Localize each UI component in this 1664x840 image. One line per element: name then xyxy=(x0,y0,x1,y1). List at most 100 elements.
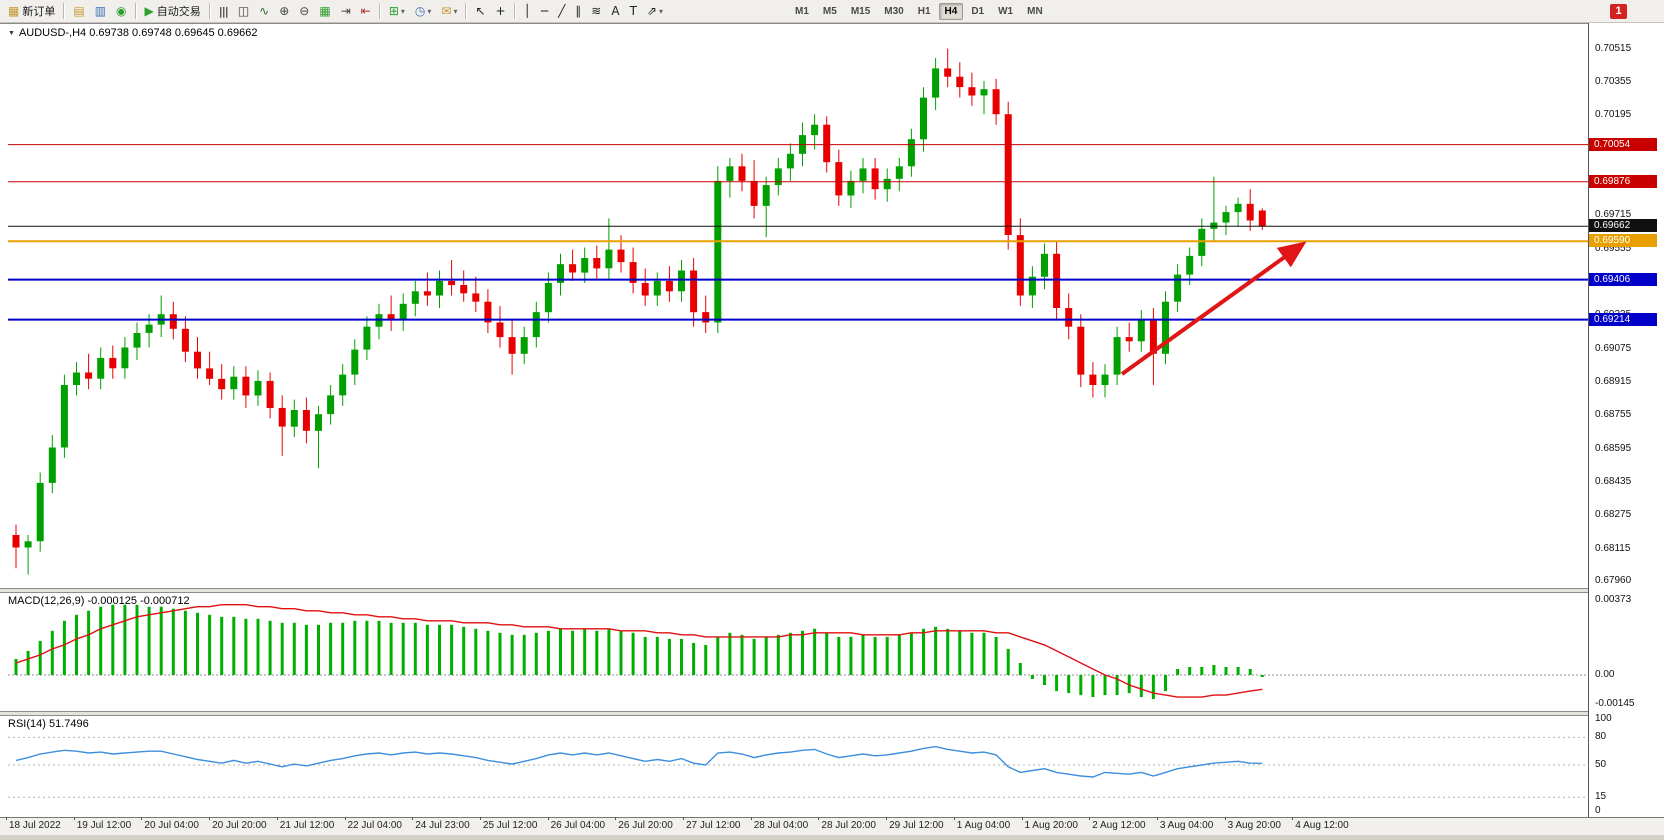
price-level-tag: 0.70054 xyxy=(1589,137,1657,151)
auto-scroll-icon: ⇥ xyxy=(340,3,351,18)
dropdown-arrow-icon: ▾ xyxy=(453,6,458,16)
timeframe-m15-button[interactable]: M15 xyxy=(850,5,871,17)
time-tick-mark xyxy=(953,817,955,820)
dropdown-arrow-icon: ▾ xyxy=(427,6,432,16)
channel-icon: ∥ xyxy=(575,3,582,18)
timeframe-group: M1 M5 M15 M30 H1 H4 D1 W1 MN xyxy=(788,2,1050,20)
time-axis-strip[interactable] xyxy=(0,817,1664,835)
time-tick-mark xyxy=(479,817,481,820)
horizontal-line-icon: ─ xyxy=(540,3,549,18)
price-tick-label: 0.68915 xyxy=(1595,375,1632,387)
candlestick-chart-button[interactable]: ◫ xyxy=(234,1,253,22)
arrows-button[interactable]: ⇗ ▾ xyxy=(643,1,667,22)
fibonacci-button[interactable]: ≋ xyxy=(587,1,605,22)
notification-badge[interactable]: 1 xyxy=(1610,3,1627,19)
horizontal-line-button[interactable]: ─ xyxy=(537,1,552,22)
price-tick-label: 0.68115 xyxy=(1595,542,1631,554)
time-axis-label: 1 Aug 04:00 xyxy=(956,820,1011,831)
new-order-button-label: 新订单 xyxy=(22,6,56,18)
chart-shift-button[interactable]: ⇤ xyxy=(357,1,375,22)
auto-scroll-button[interactable]: ⇥ xyxy=(337,1,355,22)
text-label-icon: T xyxy=(629,3,637,18)
trendline-button[interactable]: ╱ xyxy=(554,1,569,22)
symbol-ohlc-text: AUDUSD-,H4 0.69738 0.69748 0.69645 0.696… xyxy=(18,27,258,39)
trendline-icon: ╱ xyxy=(558,3,566,18)
timeframe-m1-button[interactable]: M1 xyxy=(795,5,809,17)
chart-window[interactable] xyxy=(0,23,1664,835)
panel-separator-macd[interactable] xyxy=(0,588,1664,593)
indicators-button[interactable]: ⊞ ▾ xyxy=(385,1,409,22)
timeframe-d1-button[interactable]: D1 xyxy=(971,5,985,17)
price-tick-label: 0.68755 xyxy=(1595,409,1632,421)
time-axis-label: 26 Jul 20:00 xyxy=(618,820,673,831)
time-axis-label: 25 Jul 12:00 xyxy=(482,820,538,831)
price-tick-label: 0.68595 xyxy=(1595,442,1632,454)
time-axis-label: 20 Jul 04:00 xyxy=(144,820,199,831)
timeframe-mn-button[interactable]: MN xyxy=(1027,5,1043,17)
zoom-in-button[interactable]: ⊕ xyxy=(275,1,293,22)
time-tick-mark xyxy=(1292,817,1294,820)
bar-chart-button[interactable]: ||| xyxy=(215,1,232,22)
time-axis-label: 2 Aug 12:00 xyxy=(1092,820,1146,831)
zoom-out-button[interactable]: ⊖ xyxy=(295,1,313,22)
toolbar-separator xyxy=(378,3,381,19)
candlestick-chart-icon: ◫ xyxy=(237,3,250,18)
macd-indicator-label: MACD(12,26,9) -0.000125 -0.000712 xyxy=(8,595,190,607)
auto-trading-button[interactable]: ▶ 自动交易 xyxy=(141,1,205,22)
time-axis-label: 28 Jul 20:00 xyxy=(821,820,876,831)
time-tick-mark xyxy=(818,817,820,820)
time-tick-mark xyxy=(141,817,143,820)
vertical-line-button[interactable]: │ xyxy=(520,1,535,22)
tile-windows-button[interactable]: ▦ xyxy=(315,1,334,22)
toolbar-separator xyxy=(465,3,468,19)
timeframe-m30-button[interactable]: M30 xyxy=(884,5,904,17)
timeframe-w1-button[interactable]: W1 xyxy=(998,5,1014,17)
arrows-icon: ⇗ xyxy=(646,3,657,18)
periods-button[interactable]: ◷ ▾ xyxy=(411,1,436,22)
cursor-button[interactable]: ↖ xyxy=(471,1,489,22)
time-axis[interactable]: 18 Jul 2022 19 Jul 12:00 20 Jul 04:00 20 Ju… xyxy=(0,817,1588,835)
timeframe-m5-button[interactable]: M5 xyxy=(822,5,837,17)
data-window-button[interactable]: ▥ xyxy=(91,1,110,22)
price-tick-label: 0.67960 xyxy=(1595,574,1632,586)
channel-button[interactable]: ∥ xyxy=(571,1,585,22)
price-level-tag: 0.69214 xyxy=(1589,312,1657,326)
crosshair-button[interactable]: + xyxy=(492,1,510,22)
navigator-button[interactable]: ◉ xyxy=(112,1,130,22)
timeframe-h1-button[interactable]: H1 xyxy=(917,5,931,17)
price-level-tag: 0.69662 xyxy=(1589,219,1657,233)
time-axis-label: 1 Aug 20:00 xyxy=(1024,820,1078,831)
zoom-out-icon: ⊖ xyxy=(299,3,310,18)
time-tick-mark xyxy=(344,817,346,820)
chart-dropdown-icon[interactable]: ▼ xyxy=(8,29,15,37)
time-tick-mark xyxy=(750,817,752,820)
panel-separator-rsi[interactable] xyxy=(0,711,1664,716)
cursor-icon: ↖ xyxy=(475,3,486,18)
chart-shift-icon: ⇤ xyxy=(360,3,371,18)
data-window-icon: ▥ xyxy=(94,3,107,18)
price-tick-label: 0.68275 xyxy=(1595,509,1632,521)
text-label-button[interactable]: T xyxy=(626,1,641,22)
time-axis-label: 27 Jul 12:00 xyxy=(686,820,741,831)
market-watch-button[interactable]: ▤ xyxy=(69,1,88,22)
time-tick-mark xyxy=(6,817,7,820)
market-watch-icon: ▤ xyxy=(73,3,85,18)
text-button[interactable]: A xyxy=(607,1,623,22)
timeframe-h4-button[interactable]: H4 xyxy=(938,2,964,20)
time-axis-label: 22 Jul 04:00 xyxy=(347,820,403,831)
time-axis-label: 20 Jul 20:00 xyxy=(212,820,267,831)
templates-button[interactable]: ✉ ▾ xyxy=(437,1,461,22)
macd-axis-label: -0.00145 xyxy=(1595,698,1635,710)
time-axis-label: 19 Jul 12:00 xyxy=(76,820,132,831)
text-icon: A xyxy=(611,3,620,18)
line-chart-icon: ∿ xyxy=(259,3,270,18)
line-chart-button[interactable]: ∿ xyxy=(255,1,273,22)
rsi-axis-label: 80 xyxy=(1595,731,1607,743)
new-order-button[interactable]: ▦ 新订单 xyxy=(4,1,59,22)
price-axis[interactable]: 0.705150.703550.701950.700350.698750.697… xyxy=(1588,23,1664,817)
time-axis-label: 3 Aug 04:00 xyxy=(1159,820,1214,831)
time-axis-label: 24 Jul 23:00 xyxy=(415,820,470,831)
fibonacci-icon: ≋ xyxy=(591,3,602,18)
periods-icon: ◷ xyxy=(414,3,426,18)
time-tick-mark xyxy=(886,817,888,820)
